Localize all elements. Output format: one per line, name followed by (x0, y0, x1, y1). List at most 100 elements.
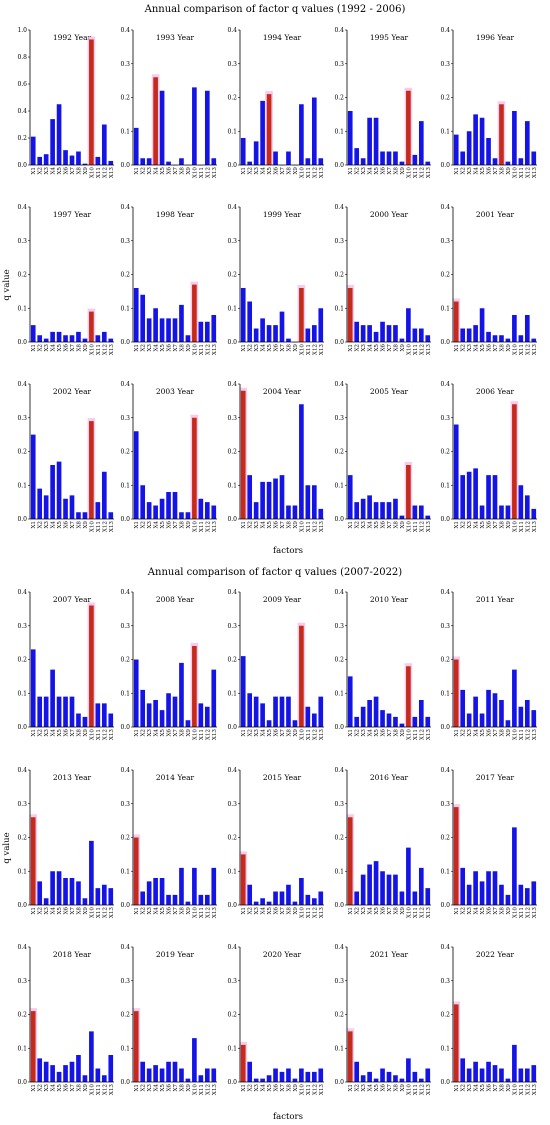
bar-x9 (505, 720, 511, 727)
bar-x5 (159, 498, 165, 519)
y-tick-label: 0.2 (17, 1012, 27, 1019)
x-tick-label: X6 (64, 729, 70, 737)
bar-x6 (166, 318, 171, 342)
y-tick-label: 0.3 (440, 238, 450, 245)
bar-x7 (69, 1061, 75, 1082)
x-tick-label: X13 (212, 344, 218, 356)
x-tick-label: X8 (76, 1084, 82, 1092)
bar-x2 (37, 488, 43, 519)
bar-x11 (412, 1071, 418, 1082)
x-tick-label: X4 (474, 167, 480, 175)
bar-x4 (473, 325, 478, 342)
x-tick-label: X13 (532, 729, 538, 741)
bar-x6 (63, 150, 68, 165)
x-tick-label: X11 (306, 521, 312, 532)
x-tick-label: X11 (413, 729, 419, 740)
x-tick-label: X2 (248, 167, 254, 175)
bar-x12 (418, 121, 424, 165)
bar-x11 (518, 706, 524, 727)
panel-title: 1993 Year (156, 33, 195, 42)
bar-x6 (166, 693, 171, 727)
x-tick-label: X5 (267, 729, 273, 737)
bar-x1 (133, 288, 139, 342)
x-tick-label: X6 (167, 167, 173, 175)
bar-x2 (460, 151, 466, 165)
x-tick-label: X4 (51, 344, 57, 352)
bar-x8 (286, 338, 291, 342)
bar-x12 (311, 1071, 317, 1082)
bar-x3 (253, 1078, 259, 1082)
x-tick-label: X7 (280, 1084, 286, 1092)
bar-x9 (82, 512, 88, 519)
bar-x9 (292, 505, 298, 519)
y-tick-label: 0.2 (17, 449, 27, 456)
y-tick-label: 0.0 (120, 516, 130, 523)
y-tick-label: 0.2 (440, 835, 450, 842)
bar-x4 (473, 871, 478, 905)
y-tick-label: 0.4 (334, 944, 344, 951)
x-tick-label: X10 (512, 1084, 518, 1096)
bar-x7 (69, 878, 75, 905)
bar-x4 (50, 331, 55, 342)
bar-x2 (37, 335, 43, 342)
section-2-ylabel: q value (2, 832, 12, 863)
x-tick-label: X1 (134, 729, 140, 737)
y-tick-label: 1.0 (17, 27, 27, 34)
y-tick-label: 0.4 (227, 944, 237, 951)
bar-x10 (192, 284, 197, 342)
bar-x4 (260, 898, 265, 905)
x-tick-label: X11 (96, 729, 102, 740)
x-tick-label: X5 (374, 907, 380, 915)
x-tick-label: X9 (400, 907, 406, 915)
x-tick-label: X9 (293, 167, 299, 175)
bar-x13 (318, 158, 324, 165)
bar-x13 (211, 1068, 217, 1082)
panel-3: 1994 Year 0.0 0.1 0.2 0.3 0.4 X1 X2 X3 X4 X5 X6 X7 X8… (227, 27, 324, 178)
bar-x5 (266, 1075, 272, 1082)
bar-x2 (460, 689, 466, 727)
x-tick-label: X10 (299, 167, 305, 179)
bar-x2 (460, 328, 466, 342)
bar-x3 (253, 696, 259, 727)
x-tick-label: X6 (274, 1084, 280, 1092)
x-tick-label: X3 (254, 1084, 260, 1092)
y-tick-label: 0.3 (17, 801, 27, 808)
x-tick-label: X5 (480, 167, 486, 175)
bar-x11 (412, 154, 418, 165)
bar-x10 (406, 666, 411, 727)
bar-x1 (240, 656, 246, 727)
y-tick-label: 0.4 (227, 589, 237, 596)
y-tick-label: 0.4 (440, 589, 450, 596)
x-tick-label: X9 (506, 167, 512, 175)
x-tick-label: X11 (306, 729, 312, 740)
bar-x3 (146, 502, 152, 519)
x-tick-label: X5 (480, 344, 486, 352)
bar-x10 (89, 39, 94, 166)
bar-x5 (479, 881, 485, 905)
x-tick-label: X5 (480, 729, 486, 737)
y-tick-label: 0.1 (120, 128, 130, 135)
x-tick-label: X9 (400, 167, 406, 175)
y-tick-label: 0.3 (334, 238, 344, 245)
bar-x2 (140, 689, 146, 727)
bar-x8 (76, 512, 81, 519)
bar-x6 (63, 878, 68, 905)
x-tick-label: X7 (387, 167, 393, 175)
x-tick-label: X10 (406, 344, 412, 356)
bar-x13 (211, 158, 217, 165)
bar-x2 (247, 1061, 253, 1082)
bar-x9 (399, 161, 405, 165)
bar-x12 (418, 505, 424, 519)
x-tick-label: X7 (173, 344, 179, 352)
panel-25: 2017 Year 0.0 0.1 0.2 0.3 0.4 X1 X2 X3 X4 X5 X6 X7 X8… (440, 767, 537, 918)
bar-x7 (279, 475, 285, 519)
bar-x5 (373, 1078, 379, 1082)
x-tick-label: X4 (261, 729, 267, 737)
y-tick-label: 0.2 (120, 835, 130, 842)
x-tick-label: X12 (312, 521, 318, 533)
y-tick-label: 0.2 (17, 135, 27, 142)
x-tick-label: X4 (154, 1084, 160, 1092)
bar-x9 (185, 901, 191, 905)
bar-x8 (76, 151, 81, 165)
panel-12: 2003 Year 0.0 0.1 0.2 0.3 0.4 X1 X2 X3 X4 X5 X6 X7 X8… (120, 381, 217, 532)
